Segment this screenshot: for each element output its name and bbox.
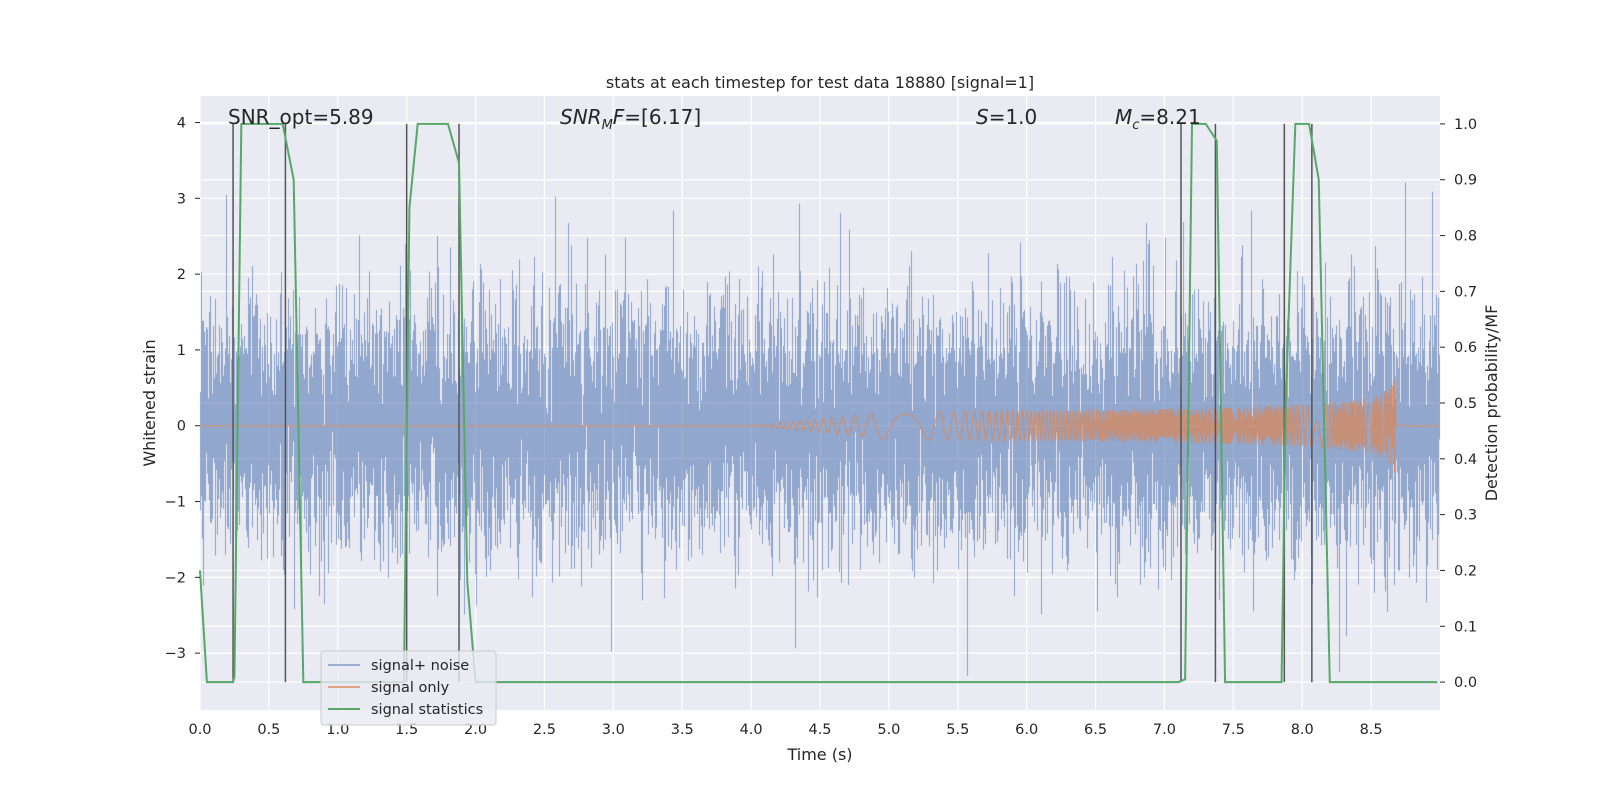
y-right-tick-label: 0.7 <box>1454 284 1477 300</box>
x-tick-label: 0.5 <box>257 722 280 738</box>
x-tick-label: 8.5 <box>1360 722 1383 738</box>
signal-only-series <box>200 376 1440 473</box>
y-tick-label: −2 <box>165 570 186 586</box>
x-tick-labels: 0.0 0.5 1.0 1.5 2.0 2.5 3.0 3.5 4.0 4.5 5.0 5.5 6.0 6… <box>188 722 1382 738</box>
y-right-tick-label: 0.1 <box>1454 619 1477 635</box>
legend-box <box>320 650 497 726</box>
y-tick-label: 4 <box>177 116 186 132</box>
x-tick-label: 7.0 <box>1153 722 1176 738</box>
y-tick-label: 3 <box>177 191 186 207</box>
x-tick-label: 3.0 <box>602 722 625 738</box>
x-tick-label: 6.0 <box>1015 722 1038 738</box>
legend-label-signal-statistics: signal statistics <box>371 702 483 718</box>
y-tick-label: −3 <box>165 646 186 662</box>
x-tick-label: 1.0 <box>326 722 349 738</box>
x-tick-label: 5.5 <box>946 722 969 738</box>
y-right-tick-label: 1.0 <box>1454 117 1477 133</box>
annotation-mc: Mc=8.21 <box>1115 105 1201 133</box>
x-tick-label: 8.0 <box>1291 722 1314 738</box>
y-right-tick-label: 0.2 <box>1454 563 1477 579</box>
x-tick-label: 2.5 <box>533 722 556 738</box>
x-tick-label: 2.0 <box>464 722 487 738</box>
y-tick-label: 2 <box>177 267 186 283</box>
x-tick-label: 0.0 <box>188 722 211 738</box>
x-tick-label: 4.5 <box>808 722 831 738</box>
x-axis-label: Time (s) <box>786 745 852 764</box>
signal-noise-series <box>199 182 1441 676</box>
x-tick-label: 5.0 <box>877 722 900 738</box>
y-axis-label: Whitened strain <box>140 339 159 466</box>
y-right-axis-label: Detection probability/MF <box>1482 305 1501 502</box>
y-right-tick-label: 0.9 <box>1454 173 1477 189</box>
signal-only-line <box>200 376 1440 473</box>
y-tick-labels: 4 3 2 1 0 −1 −2 −3 <box>165 116 200 662</box>
x-tick-label: 7.5 <box>1222 722 1245 738</box>
x-tick-label: 1.5 <box>395 722 418 738</box>
y-tick-label: 0 <box>177 419 186 435</box>
annotation-snr-opt: SNR_opt=5.89 <box>228 105 374 129</box>
annotation-s: S=1.0 <box>976 105 1037 129</box>
y-right-tick-labels: 1.0 0.9 0.8 0.7 0.6 0.5 0.4 0.3 0.2 0.1 0.0 <box>1440 117 1477 691</box>
y-right-tick-label: 0.6 <box>1454 340 1477 356</box>
legend-label-signal-only: signal only <box>371 680 450 696</box>
x-tick-label: 3.5 <box>671 722 694 738</box>
x-tick-label: 4.0 <box>740 722 763 738</box>
chart-title: stats at each timestep for test data 188… <box>606 73 1034 92</box>
y-right-tick-label: 0.3 <box>1454 508 1477 524</box>
y-right-tick-label: 0.0 <box>1454 675 1477 691</box>
legend-label-signal-noise: signal+ noise <box>371 658 469 674</box>
y-right-tick-label: 0.8 <box>1454 229 1477 245</box>
y-right-tick-label: 0.4 <box>1454 452 1477 468</box>
legend: signal+ noise signal only signal statist… <box>320 650 497 726</box>
annotation-snr-mf: SNRMF=[6.17] <box>560 105 701 133</box>
y-tick-label: −1 <box>165 495 186 511</box>
y-tick-label: 1 <box>177 343 186 359</box>
x-tick-label: 6.5 <box>1084 722 1107 738</box>
y-right-tick-label: 0.5 <box>1454 396 1477 412</box>
